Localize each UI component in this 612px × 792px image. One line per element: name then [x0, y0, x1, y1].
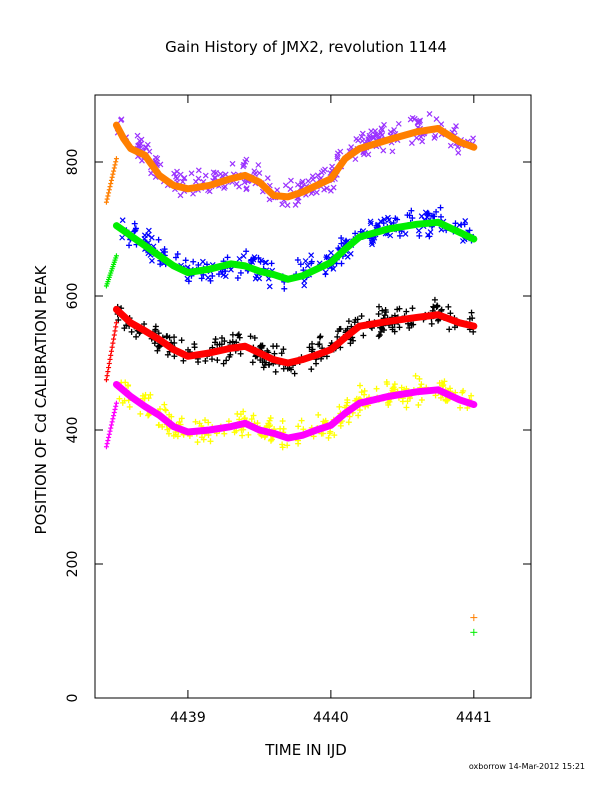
x-axis-label: TIME IN IJD — [264, 741, 347, 759]
footer-credit: oxborrow 14-Mar-2012 15:21 — [469, 762, 585, 771]
chart-title: Gain History of JMX2, revolution 1144 — [165, 38, 447, 56]
series-layer — [103, 110, 478, 636]
plot-frame — [94, 94, 532, 699]
y-tick-label: 0 — [65, 694, 81, 703]
y-tick-label: 400 — [65, 417, 81, 444]
axis-ticks: 4439 4440 4441 0 200 400 600 800 — [65, 95, 531, 726]
series-2-green-line — [103, 218, 478, 289]
series-4-red-line — [103, 305, 478, 383]
series-9-green-marker — [470, 628, 478, 636]
y-axis-label: POSITION OF Cd CALIBRATION PEAK — [32, 264, 50, 534]
y-tick-label: 200 — [65, 551, 81, 578]
x-tick-label: 4440 — [313, 710, 349, 726]
x-tick-label: 4439 — [170, 710, 206, 726]
series-0-orange-line — [103, 121, 478, 205]
x-tick-label: 4441 — [456, 710, 492, 726]
series-6-magenta-line — [103, 380, 478, 450]
series-8-orange-marker — [470, 614, 478, 622]
y-tick-label: 800 — [65, 149, 81, 176]
y-tick-label: 600 — [65, 283, 81, 310]
